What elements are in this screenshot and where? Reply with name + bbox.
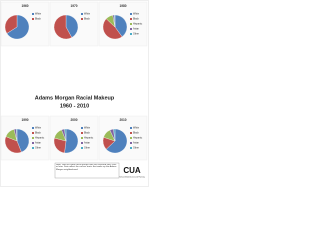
legend-label: Hispanic — [133, 23, 143, 26]
legend-swatch — [81, 142, 83, 144]
pie-slice — [114, 14, 116, 28]
legend-swatch — [32, 137, 34, 139]
legend-label: Hispanic — [35, 137, 45, 140]
pie-slice — [4, 14, 18, 34]
legend-label: Black — [84, 132, 91, 135]
legend-swatch — [130, 147, 132, 149]
pie-slice — [53, 14, 72, 40]
legend-swatch — [130, 18, 132, 20]
pie-slice — [114, 14, 128, 37]
legend-label: Asian — [133, 142, 140, 145]
legend-label: Asian — [35, 142, 42, 145]
pie-slice — [65, 14, 79, 38]
pie-slice — [113, 128, 116, 142]
legend-label: Hispanic — [84, 137, 94, 140]
legend-swatch — [130, 132, 132, 134]
legend-label: Black — [133, 18, 140, 21]
logo-sub: School of Architecture and Planning — [119, 175, 144, 178]
legend-swatch — [81, 132, 83, 134]
note-box — [54, 162, 120, 179]
note-wrap: Note: Data for some racial groups was no… — [56, 163, 117, 171]
legend-swatch — [130, 137, 132, 139]
legend-label: White — [35, 127, 42, 130]
page-subtitle: 1960 - 2010 — [60, 103, 89, 109]
pie-slice — [16, 128, 18, 142]
legend-label: Black — [35, 132, 42, 135]
legend-label: Other — [35, 147, 41, 150]
legend-label: White — [84, 127, 91, 130]
legend-label: Black — [84, 18, 91, 21]
legend-swatch — [81, 13, 83, 15]
legend-label: Hispanic — [133, 137, 143, 140]
legend-swatch — [81, 18, 83, 20]
legend-label: White — [133, 127, 140, 130]
legend-swatch — [81, 127, 83, 129]
legend-label: Black — [133, 132, 140, 135]
pie-slice — [64, 128, 67, 142]
panel-title: 2000 — [70, 118, 77, 122]
panel-title: 1960 — [21, 4, 28, 8]
legend-swatch — [32, 127, 34, 129]
chart-page: Adams Morgan Racial Makeup 1960 - 2010 N… — [0, 0, 149, 187]
legend-label: Asian — [133, 28, 140, 31]
pie-slice — [64, 128, 79, 154]
legend-label: White — [35, 13, 42, 16]
legend-swatch — [130, 33, 132, 35]
pie-slice — [102, 18, 123, 40]
legend-label: Other — [133, 147, 139, 150]
legend-label: Black — [35, 18, 42, 21]
pie-slice — [4, 136, 22, 154]
legend-swatch — [32, 142, 34, 144]
legend-swatch — [32, 13, 34, 15]
legend-label: Other — [84, 147, 90, 150]
pie-slice — [6, 14, 30, 40]
legend-label: Asian — [84, 142, 91, 145]
legend-label: White — [133, 13, 140, 16]
legend-swatch — [81, 147, 83, 149]
panel-title: 1990 — [21, 118, 28, 122]
legend-swatch — [32, 147, 34, 149]
panel-title: 1970 — [70, 4, 77, 8]
pie-slice — [16, 128, 30, 153]
legend-swatch — [130, 142, 132, 144]
legend-label: Other — [133, 33, 139, 36]
note: Note: Data for some racial groups was no… — [56, 163, 117, 171]
legend-swatch — [130, 13, 132, 15]
panel-title: 1980 — [119, 4, 126, 8]
page: {"title": "Adams Morgan Racial Makeup", … — [0, 0, 149, 187]
legend-swatch — [130, 23, 132, 25]
panel-title: 2010 — [119, 118, 126, 122]
legend-swatch — [81, 137, 83, 139]
legend-label: White — [84, 13, 91, 16]
logo: CUA — [123, 166, 141, 175]
legend-swatch — [32, 132, 34, 134]
pie-slice — [106, 128, 128, 154]
legend-swatch — [32, 18, 34, 20]
legend-swatch — [130, 127, 132, 129]
page-title: Adams Morgan Racial Makeup — [35, 95, 115, 101]
legend-swatch — [130, 28, 132, 30]
